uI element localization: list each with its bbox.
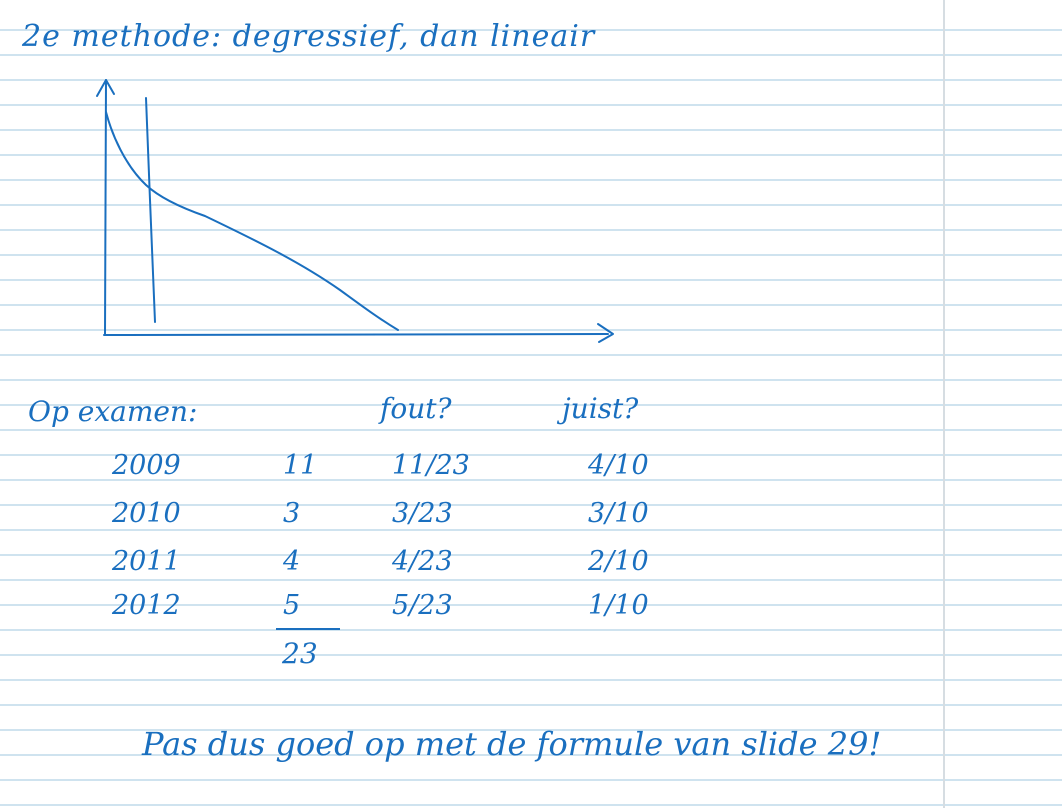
row-fout: 3/23 xyxy=(392,498,453,529)
row-year: 2011 xyxy=(112,546,181,577)
row-count: 11 xyxy=(283,450,318,481)
exam-heading: Op examen: xyxy=(28,395,198,428)
row-fout: 5/23 xyxy=(392,590,453,621)
row-year: 2009 xyxy=(112,450,181,481)
page-heading: 2e methode: degressief, dan lineair xyxy=(22,19,596,54)
row-year: 2012 xyxy=(112,590,181,621)
row-fout: 4/23 xyxy=(392,546,453,577)
row-year: 2010 xyxy=(112,498,181,529)
column-header-fout: fout? xyxy=(380,392,452,425)
margin-line xyxy=(943,0,945,808)
row-juist: 1/10 xyxy=(588,590,649,621)
row-count: 3 xyxy=(283,498,301,529)
y-axis xyxy=(96,79,115,336)
row-fout: 11/23 xyxy=(392,450,470,481)
sum-underline xyxy=(276,628,340,630)
sum-total: 23 xyxy=(282,637,318,670)
footer-note: Pas dus goed op met de formule van slide… xyxy=(142,725,882,763)
row-juist: 3/10 xyxy=(588,498,649,529)
row-juist: 2/10 xyxy=(588,546,649,577)
row-juist: 4/10 xyxy=(588,450,649,481)
x-axis xyxy=(103,323,614,343)
column-header-juist: juist? xyxy=(562,392,639,425)
depreciation-curve xyxy=(105,111,399,331)
row-count: 4 xyxy=(283,546,301,577)
row-count: 5 xyxy=(283,590,301,621)
switch-marker-line xyxy=(145,97,156,323)
